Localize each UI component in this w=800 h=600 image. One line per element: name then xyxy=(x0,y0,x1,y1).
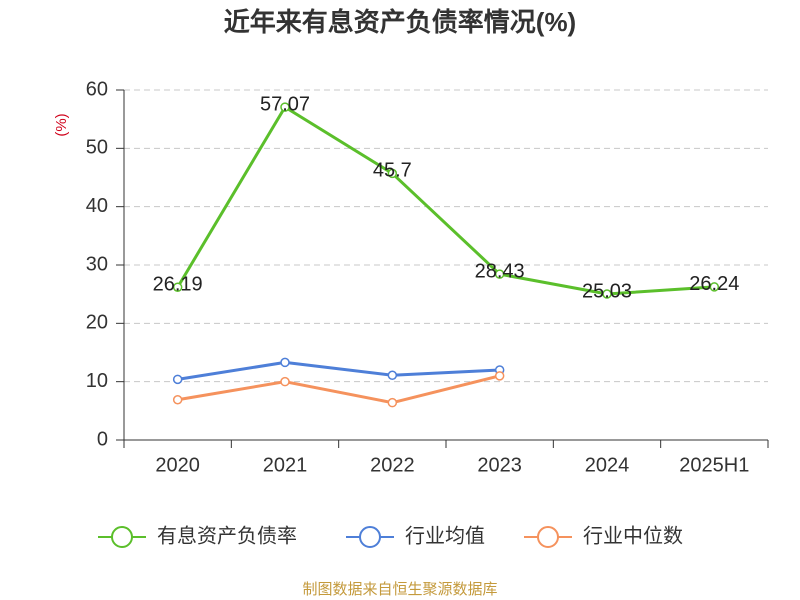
legend-circle-icon xyxy=(359,526,381,548)
interest-bearing-debt-ratio-point xyxy=(709,282,720,292)
y-axis-label: (%) xyxy=(53,113,70,136)
y-tick-label: 20 xyxy=(86,312,108,334)
interest-bearing-debt-ratio-data-label: 45.7 xyxy=(373,160,412,182)
interest-bearing-debt-ratio-point xyxy=(280,102,290,112)
legend-item-interest-bearing-debt-ratio[interactable]: 有息资产负债率 xyxy=(98,524,297,548)
y-tick-label: 40 xyxy=(86,195,108,217)
legend-circle-icon xyxy=(111,526,133,548)
x-tick-label: 2022 xyxy=(370,454,415,476)
industry-median-point xyxy=(280,376,290,387)
legend: 有息资产负债率 行业均值 行业中位数 xyxy=(98,524,683,548)
chart-title: 近年来有息资产负债率情况(%) xyxy=(224,7,576,37)
industry-median-point xyxy=(494,371,505,381)
grid xyxy=(124,89,768,383)
legend-label: 行业中位数 xyxy=(583,524,683,547)
interest-bearing-debt-ratio-point xyxy=(602,289,612,299)
x-tick-label: 2020 xyxy=(155,454,200,476)
industry-average-series xyxy=(172,357,505,385)
interest-bearing-debt-ratio-point xyxy=(387,168,398,179)
interest-bearing-debt-ratio-line xyxy=(176,105,716,296)
legend-label: 有息资产负债率 xyxy=(157,524,297,547)
y-tick-label: 30 xyxy=(86,253,108,275)
interest-bearing-debt-ratio-point xyxy=(494,269,505,279)
interest-bearing-debt-ratio-data-label: 26.24 xyxy=(689,273,739,295)
industry-median-point xyxy=(387,397,398,408)
interest-bearing-debt-ratio-data-label: 26.19 xyxy=(153,274,203,296)
x-tick-label: 2024 xyxy=(585,454,630,476)
x-tick-label: 2021 xyxy=(263,454,308,476)
plot-area: 26.19 57.07 45.7 28.43 25.03 26.24 xyxy=(153,93,740,408)
source-note: 制图数据来自恒生聚源数据库 xyxy=(302,581,497,598)
legend-item-industry-average[interactable]: 行业均值 xyxy=(346,524,485,548)
interest-bearing-debt-ratio-point xyxy=(172,282,183,292)
interest-bearing-debt-ratio-data-label: 57.07 xyxy=(260,93,310,115)
interest-bearing-debt-ratio-data-label: 28.43 xyxy=(475,260,525,282)
industry-median-point xyxy=(172,395,183,405)
interest-bearing-debt-ratio-series: 26.19 57.07 45.7 28.43 25.03 26.24 xyxy=(153,93,740,302)
y-tick-label: 60 xyxy=(86,78,108,100)
industry-average-point xyxy=(387,370,398,380)
x-tick-label: 2023 xyxy=(477,454,522,476)
industry-average-point xyxy=(172,374,183,385)
y-tick-label: 50 xyxy=(86,137,108,159)
y-tick-label: 0 xyxy=(97,428,108,450)
x-tick-label: 2025H1 xyxy=(679,454,749,476)
legend-circle-icon xyxy=(537,526,559,548)
industry-average-line xyxy=(176,360,502,381)
industry-median-line xyxy=(176,374,502,405)
y-tick-label: 10 xyxy=(86,370,108,392)
legend-item-industry-median[interactable]: 行业中位数 xyxy=(524,524,683,548)
legend-label: 行业均值 xyxy=(405,524,485,547)
industry-median-series xyxy=(172,371,505,408)
axes: 0 10 20 30 40 50 60 2020 2021 2022 2023 2024 2025H1 xyxy=(86,78,769,476)
interest-bearing-debt-ratio-data-label: 25.03 xyxy=(582,280,632,302)
industry-average-point xyxy=(280,357,290,368)
